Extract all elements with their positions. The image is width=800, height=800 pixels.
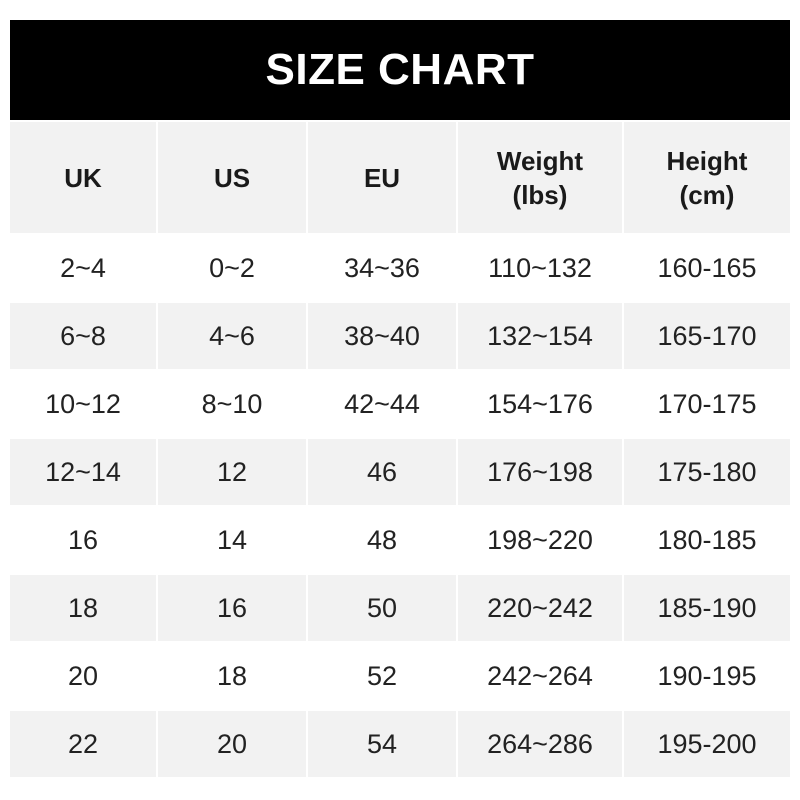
header-weight: Weight (lbs) bbox=[458, 122, 624, 233]
cell-uk: 2~4 bbox=[10, 235, 158, 301]
header-label: UK bbox=[64, 162, 102, 193]
cell-uk: 18 bbox=[10, 575, 158, 641]
cell-us: 14 bbox=[158, 507, 308, 573]
header-label: US bbox=[213, 162, 251, 193]
cell-us: 8~10 bbox=[158, 371, 308, 437]
cell-height: 165-170 bbox=[624, 303, 790, 369]
cell-eu: 48 bbox=[308, 507, 458, 573]
header-us: US bbox=[158, 122, 308, 233]
table-row: 20 18 52 242~264 190-195 bbox=[10, 641, 790, 709]
table-row: 2~4 0~2 34~36 110~132 160-165 bbox=[10, 233, 790, 301]
cell-eu: 42~44 bbox=[308, 371, 458, 437]
size-chart-title: SIZE CHART bbox=[10, 20, 790, 120]
header-uk: UK bbox=[10, 122, 158, 233]
cell-weight: 264~286 bbox=[458, 711, 624, 777]
cell-weight: 198~220 bbox=[458, 507, 624, 573]
cell-height: 175-180 bbox=[624, 439, 790, 505]
cell-height: 185-190 bbox=[624, 575, 790, 641]
cell-weight: 242~264 bbox=[458, 643, 624, 709]
cell-us: 20 bbox=[158, 711, 308, 777]
header-label: Height bbox=[666, 145, 748, 176]
cell-uk: 10~12 bbox=[10, 371, 158, 437]
table-row: 6~8 4~6 38~40 132~154 165-170 bbox=[10, 301, 790, 369]
cell-height: 190-195 bbox=[657, 660, 757, 691]
cell-weight: 110~132 bbox=[458, 235, 624, 301]
table-row: 12~14 12 46 176~198 175-180 bbox=[10, 437, 790, 505]
cell-weight: 154~176 bbox=[458, 371, 624, 437]
table-row: 10~12 8~10 42~44 154~176 170-175 bbox=[10, 369, 790, 437]
cell-eu: 34~36 bbox=[308, 235, 458, 301]
header-unit: (cm) bbox=[679, 179, 735, 210]
cell-us: 12 bbox=[158, 439, 308, 505]
table-row: 18 16 50 220~242 185-190 bbox=[10, 573, 790, 641]
header-label: EU bbox=[363, 162, 401, 193]
cell-eu: 52 bbox=[308, 643, 458, 709]
cell-us: 16 bbox=[158, 575, 308, 641]
table-row: 22 20 54 264~286 195-200 bbox=[10, 709, 790, 777]
cell-us: 18 bbox=[158, 643, 308, 709]
cell-height: 195-200 bbox=[624, 711, 790, 777]
header-row: UK US EU Weight (lbs) Height (cm) bbox=[10, 122, 790, 233]
cell-uk: 22 bbox=[10, 711, 158, 777]
size-chart-table: UK US EU Weight (lbs) Height (cm) 2~4 0~2 34~36 1… bbox=[10, 122, 790, 777]
header-eu: EU bbox=[308, 122, 458, 233]
cell-height: 160-165 bbox=[657, 252, 757, 283]
cell-eu: 54 bbox=[308, 711, 458, 777]
cell-uk: 12~14 bbox=[10, 439, 158, 505]
cell-weight: 220~242 bbox=[458, 575, 624, 641]
cell-weight: 176~198 bbox=[458, 439, 624, 505]
cell-eu: 46 bbox=[308, 439, 458, 505]
header-unit: (lbs) bbox=[512, 179, 568, 210]
cell-eu: 38~40 bbox=[308, 303, 458, 369]
cell-uk: 16 bbox=[10, 507, 158, 573]
cell-weight: 132~154 bbox=[458, 303, 624, 369]
table-row: 16 14 48 198~220 180-185 bbox=[10, 505, 790, 573]
cell-eu: 50 bbox=[308, 575, 458, 641]
header-label: Weight bbox=[496, 145, 584, 176]
cell-height: 180-185 bbox=[657, 524, 757, 555]
header-height: Height (cm) bbox=[624, 122, 790, 233]
cell-uk: 6~8 bbox=[10, 303, 158, 369]
cell-height: 170-175 bbox=[657, 388, 757, 419]
cell-us: 0~2 bbox=[158, 235, 308, 301]
table-body: 2~4 0~2 34~36 110~132 160-165 6~8 4~6 38~40 132~… bbox=[10, 233, 790, 777]
cell-uk: 20 bbox=[10, 643, 158, 709]
cell-us: 4~6 bbox=[158, 303, 308, 369]
